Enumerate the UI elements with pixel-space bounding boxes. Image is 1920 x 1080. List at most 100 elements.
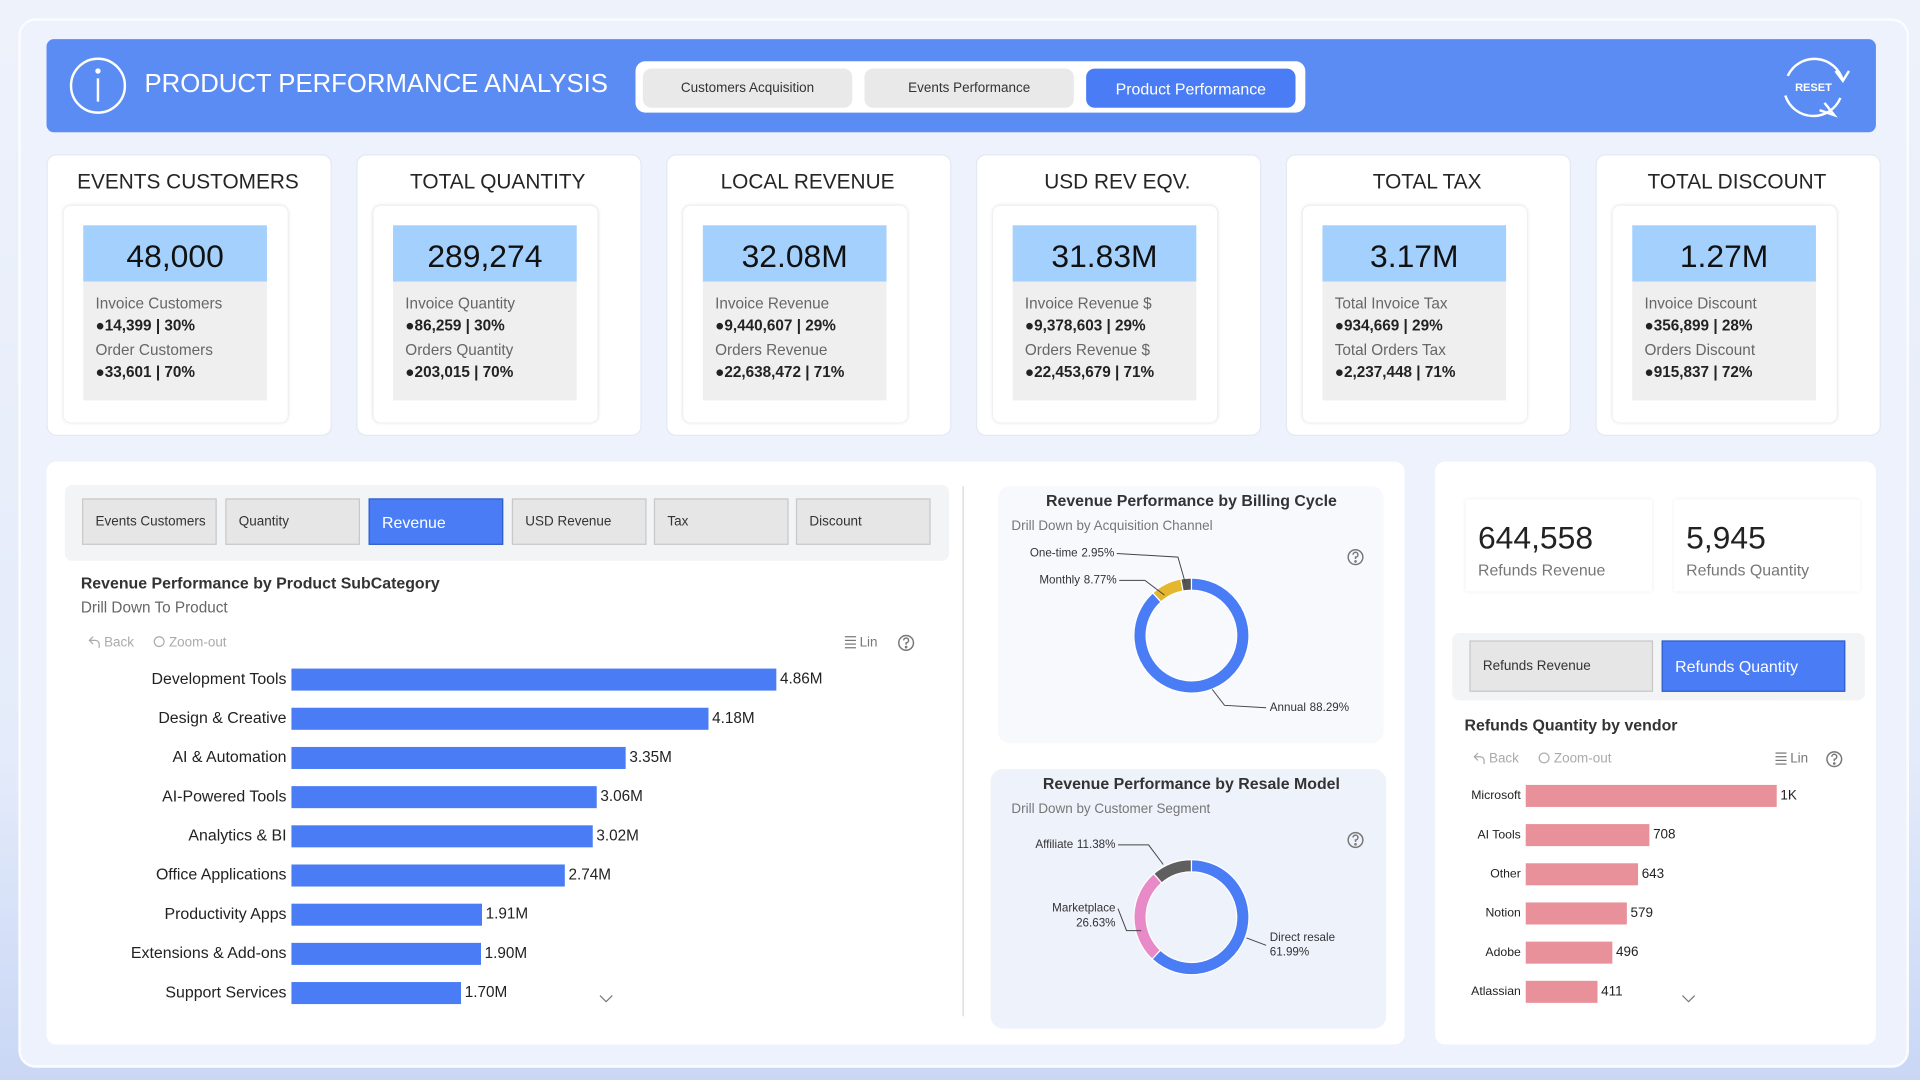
- bar: [291, 825, 593, 848]
- help-icon[interactable]: [1347, 831, 1364, 849]
- back-button[interactable]: Back: [104, 634, 134, 649]
- zoom-out-button[interactable]: Zoom-out: [1554, 751, 1612, 766]
- measure-button[interactable]: Events Customers: [82, 498, 217, 545]
- help-dot: [1354, 560, 1357, 563]
- kpi-title: TOTAL QUANTITY: [410, 170, 586, 194]
- segment-value: 2.95%: [1081, 547, 1114, 560]
- kpi-detail-label: Invoice Customers: [95, 295, 223, 313]
- header-title: PRODUCT PERFORMANCE ANALYSIS: [144, 69, 608, 98]
- nav-tab[interactable]: Product Performance: [1086, 68, 1296, 108]
- lin-button[interactable]: Lin: [860, 634, 878, 649]
- refund-kpi-value: 644,558: [1477, 519, 1594, 556]
- kpi-detail-label: Invoice Revenue $: [1024, 295, 1152, 313]
- kpi-title: LOCAL REVENUE: [720, 170, 895, 194]
- measure-button[interactable]: Tax: [653, 498, 789, 545]
- measure-button[interactable]: Quantity: [225, 498, 360, 545]
- category-label: Office Applications: [156, 867, 287, 884]
- leader-line: [1117, 844, 1164, 865]
- kpi-detail-label: Orders Discount: [1644, 341, 1756, 359]
- segment-category: Direct resale: [1270, 931, 1335, 944]
- value-label: 1.90M: [485, 945, 528, 962]
- bar: [291, 668, 777, 691]
- kpi-detail-value: ●9,440,607 | 29%: [715, 317, 836, 335]
- chart-subtitle: Drill Down by Customer Segment: [1011, 801, 1210, 816]
- refund-button[interactable]: Refunds Revenue: [1469, 640, 1654, 692]
- value-label: 411: [1601, 983, 1622, 998]
- segment-value: 88.29%: [1310, 701, 1349, 714]
- leader-line: [1246, 937, 1267, 946]
- category-label: Design & Creative: [158, 710, 286, 727]
- leader-line: [1119, 579, 1165, 596]
- divider: [962, 486, 964, 1017]
- zoom-icon: [153, 636, 165, 648]
- chart-subtitle: Drill Down To Product: [81, 600, 229, 617]
- segment-category: Monthly: [1039, 573, 1080, 586]
- segment-label: Monthly 8.77%: [1039, 573, 1116, 586]
- info-icon: [69, 57, 127, 114]
- bar: [1525, 863, 1639, 886]
- kpi-detail-box: [83, 281, 267, 401]
- help-circle: [898, 634, 915, 651]
- bar: [291, 746, 626, 769]
- nav-tab[interactable]: Events Performance: [864, 68, 1074, 108]
- help-dot: [904, 645, 908, 649]
- kpi-detail-label: Total Invoice Tax: [1334, 295, 1448, 313]
- kpi-value: 3.17M: [1322, 225, 1507, 282]
- measure-button[interactable]: USD Revenue: [511, 498, 647, 545]
- measure-button[interactable]: Revenue: [368, 498, 504, 545]
- chart-title: Revenue Performance by Billing Cycle: [1046, 493, 1337, 510]
- measure-button[interactable]: Discount: [795, 498, 931, 545]
- category-label: AI-Powered Tools: [162, 788, 286, 805]
- segment-value: 8.77%: [1084, 573, 1117, 586]
- kpi-detail-value: ●2,237,448 | 71%: [1334, 363, 1456, 381]
- kpi-title: TOTAL TAX: [1372, 170, 1482, 194]
- help-dot: [1832, 762, 1836, 765]
- refund-kpi-card: [1673, 499, 1860, 592]
- segment-category: One-time: [1030, 547, 1078, 560]
- category-label: Extensions & Add-ons: [131, 945, 287, 962]
- category-label: Development Tools: [152, 671, 287, 688]
- help-icon[interactable]: [1826, 751, 1843, 768]
- kpi-detail-value: ●22,638,472 | 71%: [715, 363, 845, 381]
- donut-segment: [1133, 577, 1250, 694]
- value-label: 3.35M: [629, 749, 672, 766]
- value-label: 1.91M: [486, 906, 529, 923]
- zoom-out-button[interactable]: Zoom-out: [169, 634, 227, 649]
- category-label: AI & Automation: [172, 749, 286, 766]
- help-icon[interactable]: [898, 634, 915, 651]
- reset-icon[interactable]: [1784, 57, 1851, 118]
- nav-tab[interactable]: Customers Acquisition: [642, 68, 853, 108]
- kpi-detail-label: Invoice Quantity: [405, 295, 516, 313]
- back-icon: [88, 636, 100, 648]
- donut-segment: [1180, 577, 1193, 592]
- segment-category: Marketplace: [1052, 902, 1115, 915]
- kpi-detail-label: Invoice Revenue: [715, 295, 830, 313]
- bar: [1525, 980, 1598, 1003]
- kpi-value: 289,274: [393, 225, 577, 282]
- help-icon[interactable]: [1347, 549, 1364, 566]
- value-label: 708: [1653, 827, 1675, 842]
- category-label: Support Services: [165, 984, 286, 1001]
- value-label: 1K: [1780, 787, 1796, 802]
- help-glyph: [1352, 834, 1359, 842]
- kpi-detail-box: [393, 281, 577, 401]
- segment-label: One-time 2.95%: [1030, 547, 1114, 560]
- chart-title: Revenue Performance by Resale Model: [1043, 776, 1340, 793]
- value-label: 496: [1616, 944, 1638, 959]
- segment-label: Annual 88.29%: [1270, 701, 1349, 714]
- donut-card: [990, 768, 1387, 1029]
- refund-kpi-label: Refunds Quantity: [1686, 560, 1810, 580]
- chart-title: Revenue Performance by Product SubCatego…: [81, 575, 440, 592]
- value-label: 4.86M: [780, 671, 823, 688]
- back-button[interactable]: Back: [1489, 751, 1519, 766]
- refund-button[interactable]: Refunds Quantity: [1661, 640, 1846, 692]
- lin-button[interactable]: Lin: [1790, 751, 1808, 766]
- value-label: 4.18M: [712, 710, 755, 727]
- kpi-detail-value: ●14,399 | 30%: [95, 317, 195, 335]
- bar: [291, 903, 482, 926]
- kpi-detail-value: ●33,601 | 70%: [95, 363, 195, 381]
- donut-segment: [1133, 872, 1163, 960]
